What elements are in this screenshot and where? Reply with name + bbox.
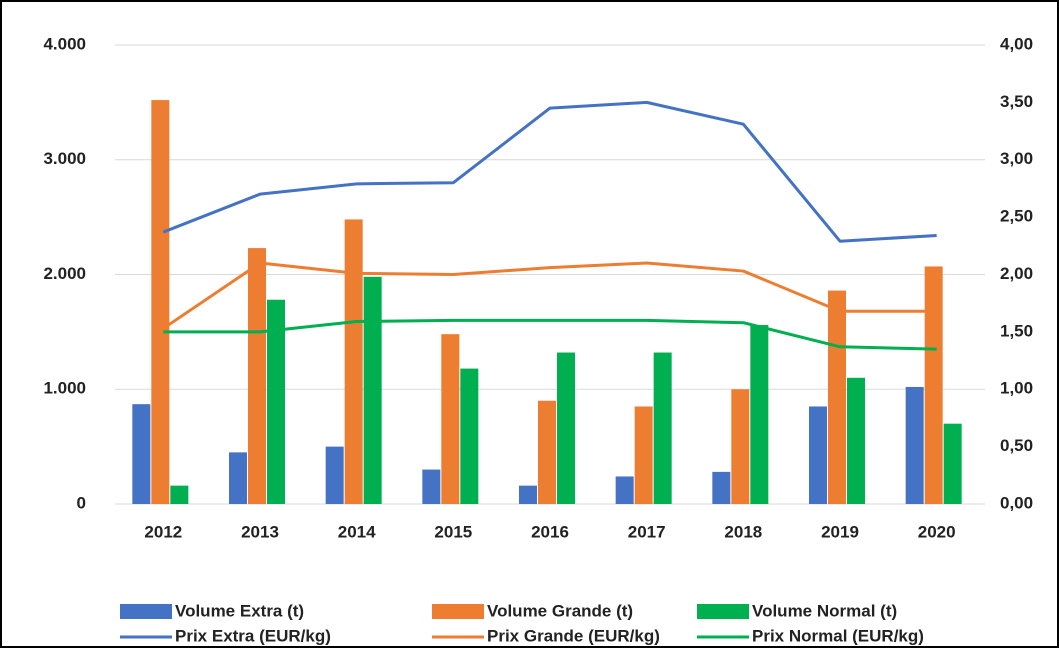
bar [847, 377, 865, 504]
legend-swatch [432, 604, 484, 619]
bar [519, 485, 537, 504]
legend-label: Volume Normal (t) [752, 601, 897, 620]
y2-tick-label: 2,50 [1000, 207, 1033, 226]
bar [229, 452, 247, 504]
bar [132, 404, 151, 504]
x-tick-label: 2017 [628, 522, 666, 541]
line [163, 318, 937, 351]
bar [363, 276, 382, 504]
y2-tick-label: 0,00 [1000, 493, 1033, 512]
bar [557, 352, 575, 504]
legend-label: Prix Extra (EUR/kg) [175, 626, 331, 645]
y-tick-label: 0 [77, 493, 86, 512]
bar [712, 471, 731, 504]
bar [809, 406, 827, 504]
bar [151, 100, 170, 504]
x-tick-label: 2013 [241, 522, 279, 541]
y-tick-label: 1.000 [43, 379, 86, 398]
bar [615, 476, 634, 504]
bar [731, 389, 750, 504]
x-tick-label: 2020 [918, 522, 956, 541]
bar [653, 352, 672, 504]
bar [905, 386, 924, 504]
legend-label: Prix Grande (EUR/kg) [487, 626, 660, 645]
bar [634, 406, 653, 504]
x-tick-label: 2018 [724, 522, 762, 541]
y2-tick-label: 1,50 [1000, 321, 1033, 340]
bar [344, 219, 363, 505]
bar [267, 299, 285, 504]
x-tick-label: 2016 [531, 522, 569, 541]
y-tick-label: 2.000 [43, 264, 86, 283]
y2-tick-label: 3,00 [1000, 149, 1033, 168]
bar [828, 290, 846, 504]
y2-tick-label: 0,50 [1000, 436, 1033, 455]
line [162, 100, 937, 243]
bar [248, 248, 266, 504]
x-tick-label: 2015 [434, 522, 472, 541]
x-tick-label: 2012 [144, 522, 182, 541]
legend-swatch [120, 604, 172, 619]
bar [924, 266, 943, 504]
legend-swatch [697, 604, 749, 619]
x-tick-label: 2019 [821, 522, 859, 541]
bar [538, 400, 556, 504]
legend-label: Prix Normal (EUR/kg) [752, 626, 924, 645]
bar [943, 423, 962, 504]
y2-tick-label: 1,00 [1000, 379, 1033, 398]
bar [422, 469, 441, 504]
y2-tick-label: 3,50 [1000, 92, 1033, 111]
y-tick-label: 3.000 [43, 149, 86, 168]
y-tick-label: 4.000 [43, 34, 86, 53]
legend-label: Volume Extra (t) [175, 601, 304, 620]
bar [460, 368, 479, 504]
bar [750, 324, 769, 504]
x-tick-label: 2014 [338, 522, 376, 541]
bar [441, 334, 460, 504]
legend-label: Volume Grande (t) [487, 601, 633, 620]
bar [325, 446, 344, 504]
y2-tick-label: 4,00 [1000, 34, 1033, 53]
y2-tick-label: 2,00 [1000, 264, 1033, 283]
bar [170, 485, 189, 504]
line [162, 261, 937, 330]
